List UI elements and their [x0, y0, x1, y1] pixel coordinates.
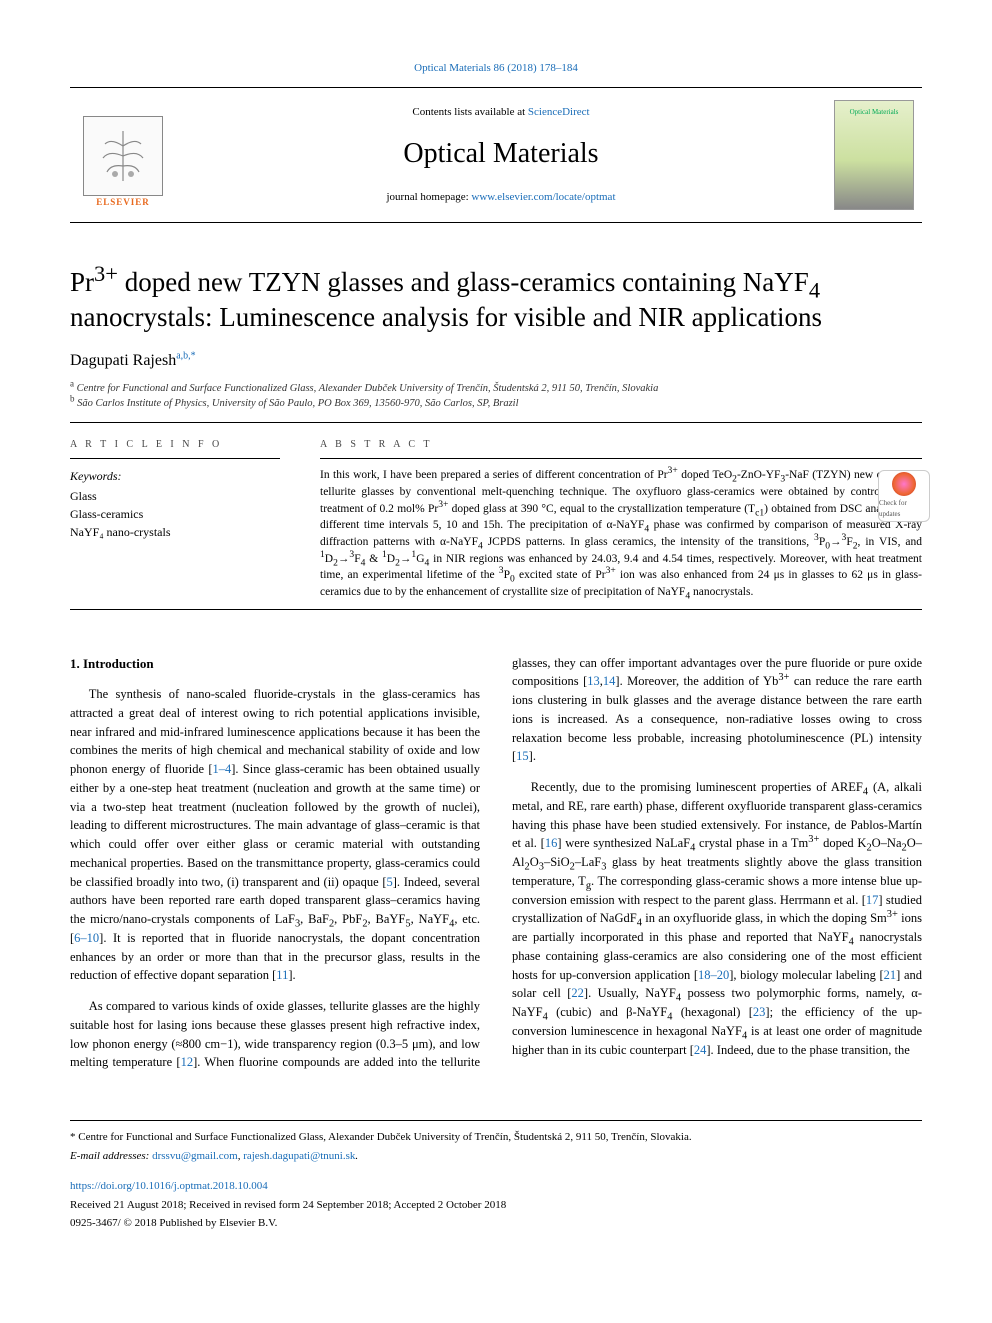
- journal-homepage-link[interactable]: www.elsevier.com/locate/optmat: [471, 191, 615, 203]
- abstract-text: In this work, I have been prepared a ser…: [320, 467, 922, 600]
- keyword: Glass: [70, 487, 280, 505]
- article-info-column: A R T I C L E I N F O Keywords: Glass Gl…: [70, 437, 280, 600]
- doi-link[interactable]: https://doi.org/10.1016/j.optmat.2018.10…: [70, 1180, 268, 1192]
- email-link[interactable]: drssvu@gmail.com: [152, 1150, 238, 1162]
- abstract-heading: A B S T R A C T: [320, 437, 922, 452]
- emails-label: E-mail addresses:: [70, 1150, 149, 1162]
- copyright-line: 0925-3467/ © 2018 Published by Elsevier …: [70, 1215, 922, 1232]
- received-line: Received 21 August 2018; Received in rev…: [70, 1197, 922, 1214]
- crossmark-icon: [892, 472, 916, 496]
- masthead: ELSEVIER Contents lists available at Sci…: [70, 87, 922, 223]
- paragraph: The synthesis of nano-scaled fluoride-cr…: [70, 685, 480, 985]
- affiliation-b: b São Carlos Institute of Physics, Unive…: [70, 396, 922, 412]
- email-link[interactable]: rajesh.dagupati@tnuni.sk: [243, 1150, 355, 1162]
- footer: * Centre for Functional and Surface Func…: [70, 1120, 922, 1232]
- affiliations: a Centre for Functional and Surface Func…: [70, 381, 922, 413]
- authors: Dagupati Rajesha,b,*: [70, 349, 922, 373]
- contents-pre: Contents lists available at: [412, 106, 527, 118]
- homepage-pre: journal homepage:: [387, 191, 472, 203]
- check-for-updates-badge[interactable]: Check for updates: [878, 470, 930, 522]
- journal-citation: Optical Materials 86 (2018) 178–184: [70, 60, 922, 77]
- rule: [70, 609, 922, 610]
- body-columns: 1. Introduction The synthesis of nano-sc…: [70, 654, 922, 1073]
- journal-cover-thumb: Optical Materials: [834, 100, 914, 210]
- article-info-heading: A R T I C L E I N F O: [70, 437, 280, 452]
- paragraph: Recently, due to the promising luminesce…: [512, 778, 922, 1059]
- sciencedirect-link[interactable]: ScienceDirect: [528, 106, 590, 118]
- contents-line: Contents lists available at ScienceDirec…: [168, 104, 834, 121]
- section-heading-introduction: 1. Introduction: [70, 654, 480, 674]
- elsevier-tree-icon: [83, 116, 163, 196]
- publisher-logo: ELSEVIER: [78, 100, 168, 210]
- publisher-brand-text: ELSEVIER: [96, 196, 150, 210]
- title-block: Check for updates Pr3+ doped new TZYN gl…: [70, 265, 922, 413]
- keyword: Glass-ceramics: [70, 505, 280, 523]
- keywords-list: Glass Glass-ceramics NaYF₄ nano-crystals: [70, 487, 280, 541]
- abstract-column: A B S T R A C T In this work, I have bee…: [320, 437, 922, 600]
- emails-line: E-mail addresses: drssvu@gmail.com, raje…: [70, 1148, 922, 1165]
- keyword: NaYF₄ nano-crystals: [70, 523, 280, 541]
- article-title: Pr3+ doped new TZYN glasses and glass-ce…: [70, 265, 922, 335]
- corresponding-address: * Centre for Functional and Surface Func…: [70, 1129, 922, 1146]
- journal-title: Optical Materials: [168, 133, 834, 175]
- homepage-line: journal homepage: www.elsevier.com/locat…: [168, 189, 834, 206]
- affiliation-a: a Centre for Functional and Surface Func…: [70, 381, 922, 397]
- keywords-label: Keywords:: [70, 467, 280, 485]
- doi-line: https://doi.org/10.1016/j.optmat.2018.10…: [70, 1178, 922, 1195]
- journal-citation-link[interactable]: Optical Materials 86 (2018) 178–184: [414, 62, 578, 74]
- check-updates-label: Check for updates: [879, 498, 929, 519]
- info-abstract-row: A R T I C L E I N F O Keywords: Glass Gl…: [70, 437, 922, 600]
- cover-label: Optical Materials: [850, 108, 899, 116]
- masthead-center: Contents lists available at ScienceDirec…: [168, 104, 834, 205]
- rule: [70, 422, 922, 423]
